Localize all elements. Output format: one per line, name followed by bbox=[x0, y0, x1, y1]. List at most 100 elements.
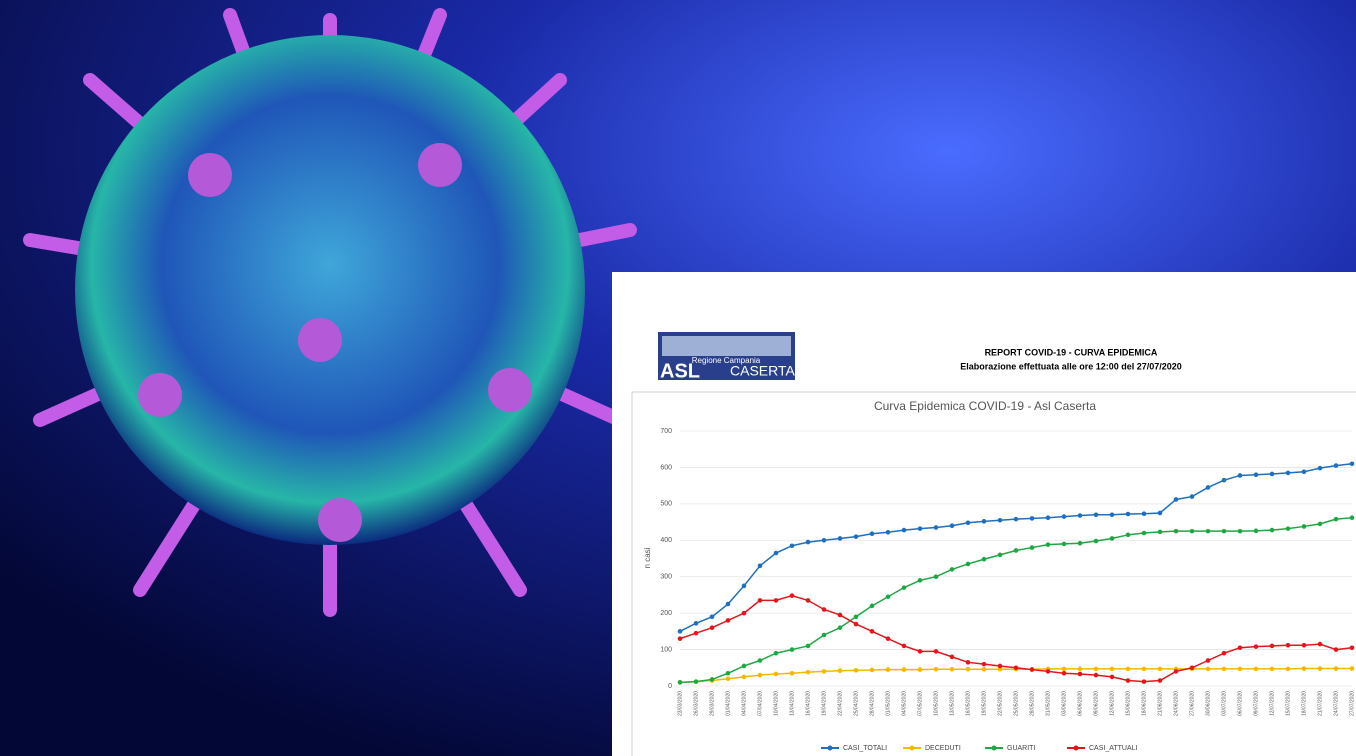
y-tick-label: 100 bbox=[660, 646, 672, 653]
data-point bbox=[885, 636, 891, 641]
data-point bbox=[1077, 513, 1083, 518]
data-point bbox=[885, 529, 891, 535]
data-point bbox=[1029, 667, 1035, 672]
data-point bbox=[1157, 529, 1163, 535]
data-point bbox=[933, 574, 939, 580]
data-point bbox=[1125, 532, 1131, 538]
data-point bbox=[1221, 650, 1227, 656]
data-point bbox=[805, 539, 811, 545]
data-point bbox=[1205, 666, 1211, 672]
data-point bbox=[709, 625, 715, 631]
data-point bbox=[885, 594, 891, 600]
data-point bbox=[1269, 643, 1275, 649]
data-point bbox=[1317, 465, 1323, 471]
data-point bbox=[1077, 540, 1083, 546]
data-point bbox=[1045, 515, 1051, 520]
data-point bbox=[853, 668, 859, 673]
data-point bbox=[837, 612, 843, 618]
data-point bbox=[1285, 642, 1291, 648]
x-tick-label: 06/06/2020 bbox=[1077, 691, 1083, 716]
data-point bbox=[725, 676, 731, 682]
x-tick-label: 23/03/2020 bbox=[677, 691, 683, 716]
legend-marker bbox=[909, 745, 915, 751]
data-point bbox=[1221, 666, 1227, 672]
x-tick-label: 16/05/2020 bbox=[965, 691, 971, 716]
data-point bbox=[1013, 665, 1019, 671]
data-point bbox=[1125, 666, 1131, 672]
data-point bbox=[693, 679, 699, 684]
data-point bbox=[1141, 679, 1147, 684]
legend-marker bbox=[1073, 745, 1079, 751]
data-point bbox=[1253, 472, 1259, 478]
data-point bbox=[1157, 678, 1163, 683]
x-tick-label: 26/03/2020 bbox=[693, 691, 699, 716]
data-point bbox=[1333, 666, 1339, 671]
data-point bbox=[709, 614, 715, 620]
x-tick-label: 29/03/2020 bbox=[709, 691, 715, 716]
data-point bbox=[677, 680, 683, 685]
data-point bbox=[885, 667, 891, 672]
data-point bbox=[853, 614, 859, 620]
x-tick-label: 19/05/2020 bbox=[981, 691, 987, 716]
data-point bbox=[949, 666, 955, 672]
data-point bbox=[997, 666, 1003, 672]
data-point bbox=[741, 610, 747, 616]
data-point bbox=[981, 519, 987, 524]
data-point bbox=[1173, 497, 1179, 502]
data-point bbox=[805, 669, 811, 675]
x-tick-label: 01/05/2020 bbox=[885, 691, 891, 716]
data-point bbox=[1349, 461, 1355, 467]
data-point bbox=[981, 661, 987, 667]
data-point bbox=[821, 607, 827, 612]
x-tick-label: 30/06/2020 bbox=[1205, 691, 1211, 716]
data-point bbox=[1205, 485, 1211, 490]
data-point bbox=[1333, 516, 1339, 522]
data-point bbox=[917, 667, 923, 672]
data-point bbox=[1237, 645, 1243, 651]
data-point bbox=[1221, 477, 1227, 483]
data-point bbox=[1301, 666, 1307, 671]
data-point bbox=[1301, 524, 1307, 529]
data-point bbox=[901, 643, 907, 649]
data-point bbox=[997, 552, 1003, 558]
y-tick-label: 200 bbox=[660, 610, 672, 617]
data-point bbox=[949, 523, 955, 529]
data-point bbox=[1141, 530, 1147, 536]
data-point bbox=[997, 517, 1003, 523]
data-point bbox=[1013, 516, 1019, 522]
data-point bbox=[1109, 674, 1115, 680]
data-point bbox=[1093, 672, 1099, 678]
x-tick-label: 04/05/2020 bbox=[901, 691, 907, 716]
data-point bbox=[821, 537, 827, 543]
y-tick-label: 400 bbox=[660, 537, 672, 544]
y-tick-label: 500 bbox=[660, 501, 672, 508]
data-point bbox=[1045, 669, 1051, 674]
data-point bbox=[1285, 666, 1291, 672]
y-axis-label: n casi bbox=[643, 547, 652, 568]
data-point bbox=[1029, 516, 1035, 521]
x-tick-label: 27/07/2020 bbox=[1349, 691, 1355, 716]
x-tick-label: 09/07/2020 bbox=[1253, 691, 1259, 716]
data-point bbox=[1269, 666, 1275, 672]
x-tick-label: 18/06/2020 bbox=[1141, 691, 1147, 716]
data-point bbox=[789, 543, 795, 549]
data-point bbox=[773, 598, 779, 603]
data-point bbox=[1349, 645, 1355, 651]
logo: Regione Campania ASL CASERTA bbox=[658, 332, 795, 382]
data-point bbox=[1093, 538, 1099, 544]
data-point bbox=[1269, 527, 1275, 533]
x-tick-label: 03/06/2020 bbox=[1061, 691, 1067, 716]
data-point bbox=[981, 556, 987, 562]
data-point bbox=[1317, 666, 1323, 671]
data-point bbox=[981, 666, 987, 672]
data-point bbox=[1061, 670, 1067, 676]
data-point bbox=[821, 669, 827, 674]
data-point bbox=[741, 674, 747, 680]
data-point bbox=[1221, 528, 1227, 534]
x-tick-label: 28/05/2020 bbox=[1029, 691, 1035, 716]
x-tick-label: 09/06/2020 bbox=[1093, 691, 1099, 716]
data-point bbox=[1269, 471, 1275, 477]
data-point bbox=[1157, 666, 1163, 672]
chart-frame bbox=[631, 391, 1356, 756]
data-point bbox=[757, 658, 763, 663]
